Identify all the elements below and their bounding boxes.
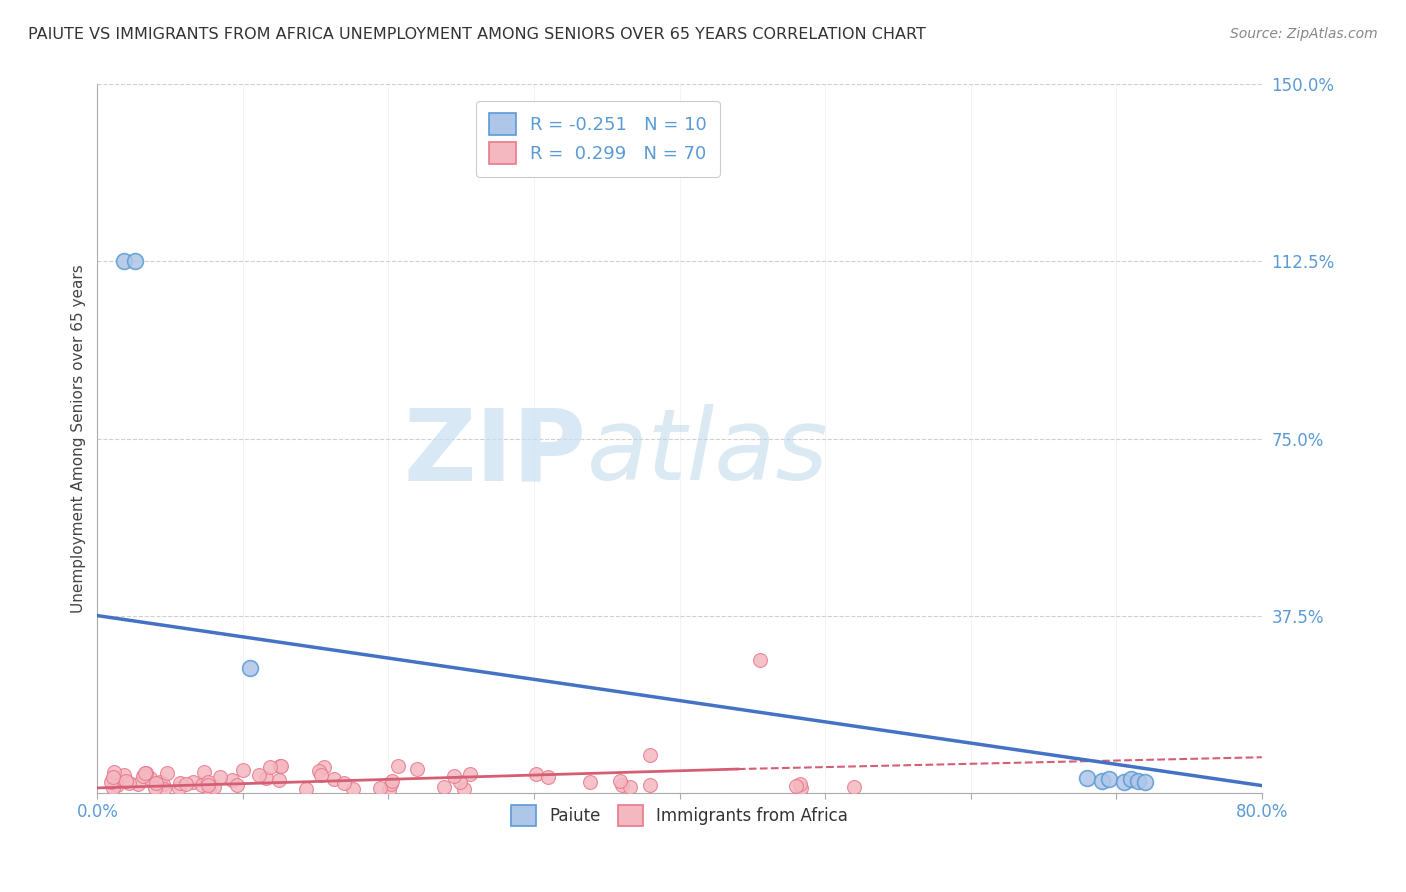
Point	[368, 780, 391, 795]
Point	[135, 766, 157, 780]
Point	[610, 778, 633, 792]
Point	[247, 768, 270, 782]
Point	[1119, 772, 1142, 787]
Text: Source: ZipAtlas.com: Source: ZipAtlas.com	[1230, 27, 1378, 41]
Point	[259, 760, 281, 774]
Point	[169, 781, 191, 796]
Point	[127, 777, 149, 791]
Point	[377, 783, 399, 797]
Point	[232, 763, 254, 777]
Point	[103, 765, 125, 780]
Point	[309, 767, 332, 781]
Text: ZIP: ZIP	[404, 404, 586, 501]
Point	[267, 772, 290, 787]
Point	[132, 768, 155, 782]
Point	[209, 770, 232, 784]
Point	[449, 775, 471, 789]
Point	[239, 660, 262, 674]
Point	[138, 771, 160, 785]
Point	[524, 767, 547, 781]
Point	[443, 769, 465, 783]
Point	[149, 775, 172, 789]
Point	[295, 781, 318, 796]
Point	[169, 776, 191, 790]
Point	[579, 775, 602, 789]
Point	[134, 766, 156, 780]
Point	[1098, 772, 1121, 787]
Point	[789, 777, 811, 791]
Point	[387, 759, 409, 773]
Point	[1112, 775, 1135, 789]
Point	[197, 779, 219, 793]
Point	[790, 780, 813, 795]
Point	[640, 747, 662, 762]
Point	[1135, 775, 1157, 789]
Point	[118, 776, 141, 790]
Point	[1126, 773, 1149, 788]
Point	[153, 782, 176, 797]
Point	[105, 778, 128, 792]
Legend: Paiute, Immigrants from Africa: Paiute, Immigrants from Africa	[503, 797, 856, 834]
Point	[785, 779, 807, 793]
Y-axis label: Unemployment Among Seniors over 65 years: Unemployment Among Seniors over 65 years	[72, 264, 86, 613]
Point	[609, 774, 631, 789]
Point	[1076, 771, 1098, 785]
Point	[453, 782, 475, 797]
Point	[380, 776, 402, 790]
Point	[114, 773, 136, 788]
Point	[112, 254, 135, 268]
Point	[342, 781, 364, 796]
Point	[322, 772, 344, 787]
Point	[254, 771, 277, 785]
Point	[1091, 773, 1114, 788]
Point	[333, 776, 356, 790]
Point	[156, 765, 179, 780]
Point	[198, 782, 221, 797]
Point	[124, 254, 146, 268]
Point	[269, 758, 291, 772]
Point	[101, 780, 124, 795]
Point	[314, 760, 336, 774]
Point	[183, 775, 205, 789]
Point	[270, 759, 292, 773]
Point	[308, 764, 330, 778]
Point	[152, 777, 174, 791]
Point	[197, 775, 219, 789]
Point	[143, 780, 166, 795]
Point	[406, 762, 429, 776]
Point	[145, 776, 167, 790]
Point	[174, 777, 197, 791]
Point	[638, 778, 661, 792]
Point	[433, 780, 456, 795]
Point	[191, 778, 214, 792]
Point	[460, 767, 482, 781]
Text: PAIUTE VS IMMIGRANTS FROM AFRICA UNEMPLOYMENT AMONG SENIORS OVER 65 YEARS CORREL: PAIUTE VS IMMIGRANTS FROM AFRICA UNEMPLO…	[28, 27, 927, 42]
Point	[619, 780, 641, 794]
Point	[112, 768, 135, 782]
Point	[202, 780, 225, 794]
Point	[100, 775, 122, 789]
Point	[537, 770, 560, 784]
Point	[844, 780, 866, 794]
Point	[381, 774, 404, 789]
Point	[193, 764, 215, 779]
Point	[103, 770, 125, 784]
Text: atlas: atlas	[586, 404, 828, 501]
Point	[221, 772, 243, 787]
Point	[748, 653, 770, 667]
Point	[225, 778, 247, 792]
